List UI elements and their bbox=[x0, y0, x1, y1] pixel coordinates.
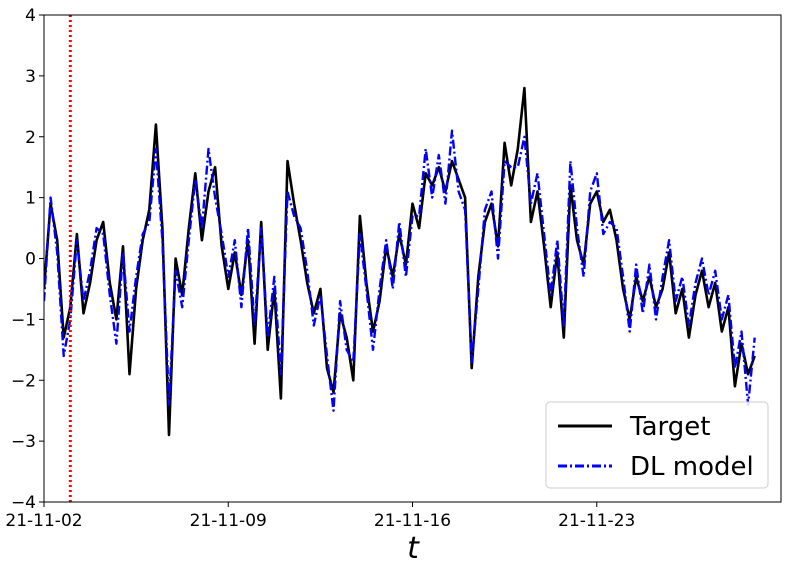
legend-label-0: Target bbox=[629, 412, 710, 442]
x-tick-label: 21-11-16 bbox=[374, 511, 451, 531]
legend-label-1: DL model bbox=[630, 452, 754, 482]
y-tick-label: 4 bbox=[25, 6, 36, 26]
x-tick-label: 21-11-02 bbox=[5, 511, 82, 531]
y-tick-label: −4 bbox=[11, 493, 36, 513]
legend: Target DL model bbox=[545, 401, 769, 489]
series-line-dl-model bbox=[44, 129, 756, 412]
x-axis-title: t bbox=[407, 531, 420, 566]
axis-ticks: −4 −3 −2 −1 0 1 2 3 4 21-11-02 21-11-09 21-11-16 21-… bbox=[5, 6, 635, 531]
y-tick-label: −2 bbox=[11, 371, 36, 391]
y-tick-label: −3 bbox=[11, 432, 36, 452]
y-tick-label: 3 bbox=[25, 67, 36, 87]
x-tick-label: 21-11-09 bbox=[190, 511, 267, 531]
legend-box bbox=[545, 401, 769, 489]
x-tick-label: 21-11-23 bbox=[558, 511, 635, 531]
y-tick-label: 0 bbox=[25, 250, 36, 270]
y-tick-label: −1 bbox=[11, 310, 36, 330]
y-tick-label: 1 bbox=[25, 189, 36, 209]
y-tick-label: 2 bbox=[25, 128, 36, 148]
